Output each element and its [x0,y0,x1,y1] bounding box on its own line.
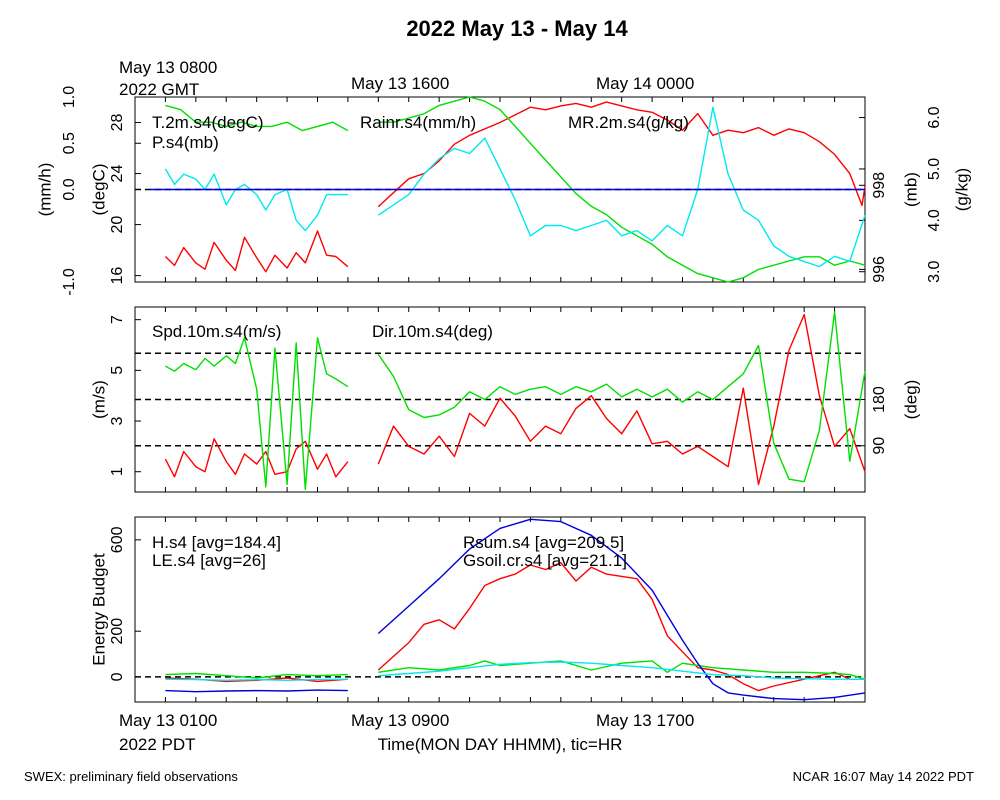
legend-green: P.s4(mb) [152,133,219,152]
legend-cyan: Gsoil.cr.s4 [avg=21.1] [463,551,627,570]
bottom-time-label-3: May 13 0900 [351,711,449,730]
y-tick-label: 3 [109,416,126,425]
series-line-green-2 [378,660,866,680]
y-tick-label: 5 [109,366,126,375]
series-line-green-1 [165,672,348,679]
y-tick-label: 1.0 [61,86,78,108]
legend-red: H.s4 [avg=184.4] [152,533,281,552]
y-tick-label: 3.0 [926,261,943,283]
series-line-green-1 [165,337,349,491]
y-axis-label: (mb) [901,172,920,207]
top-time-label-1: May 13 0800 [119,58,217,77]
chart-title: 2022 May 13 - May 14 [406,16,628,41]
legend-blue: Rainr.s4(mm/h) [360,113,476,132]
top-time-label-2: 2022 GMT [119,80,199,99]
footer-right: NCAR 16:07 May 14 2022 PDT [793,769,974,784]
y-tick-label: 200 [109,618,126,645]
footer-left: SWEX: preliminary field observations [24,769,238,784]
y-tick-label: 20 [109,216,126,234]
y-tick-label: 0.0 [61,178,78,200]
legend-red: T.2m.s4(degC) [152,113,263,132]
y-axis-label: (g/kg) [952,168,971,211]
legend-green: LE.s4 [avg=26] [152,551,266,570]
y-axis-label: (degC) [89,164,108,216]
y-axis-label: Energy Budget [89,553,108,666]
y-tick-label: 1 [109,467,126,476]
series-line-cyan-2 [377,106,866,268]
series-line-red-1 [164,230,349,273]
legend-blue: Rsum.s4 [avg=209.5] [463,533,624,552]
series-line-blue-2 [377,518,866,701]
legend-green: Dir.10m.s4(deg) [372,322,493,341]
legend-red: Spd.10m.s4(m/s) [152,322,281,341]
panel-2 [134,306,866,493]
y-tick-label: 6.0 [926,106,943,128]
x-axis-label: Time(MON DAY HHMM), tic=HR [378,735,623,754]
y-axis-label: (mm/h) [35,163,54,217]
y-tick-label: 28 [109,114,126,132]
series-line-red-2 [377,313,866,486]
series-line-green-2 [377,311,866,483]
y-tick-label: 0 [109,672,126,681]
series-line-red-1 [164,438,349,478]
series-line-cyan-2 [378,661,865,680]
y-axis-label: (deg) [901,380,920,420]
top-time-label-4: May 14 0000 [596,74,694,93]
y-tick-label: 180 [871,386,888,413]
y-tick-label: 600 [109,526,126,553]
legend-cyan: MR.2m.s4(g/kg) [568,113,689,132]
series-line-red-2 [377,101,866,208]
y-tick-label: 90 [871,437,888,455]
bottom-time-label-2: 2022 PDT [119,735,196,754]
bottom-time-label-4: May 13 1700 [596,711,694,730]
panel-3 [134,516,866,703]
y-tick-label: 5.0 [926,158,943,180]
top-time-label-3: May 13 1600 [351,74,449,93]
y-axis-label: (m/s) [89,380,108,419]
y-tick-label: 16 [109,267,126,285]
series-line-blue-1 [165,689,348,693]
y-tick-label: 4.0 [926,209,943,231]
series-line-green-1 [165,104,349,132]
y-tick-label: 7 [109,315,126,324]
y-tick-label: 24 [109,165,126,183]
series-line-red-2 [377,562,865,692]
series-line-green-2 [378,96,866,283]
y-tick-label: 0.5 [61,132,78,154]
y-tick-label: 996 [871,256,888,283]
series-line-cyan-1 [165,678,348,681]
panel-1 [134,96,866,283]
bottom-time-label-1: May 13 0100 [119,711,217,730]
y-tick-label: 998 [871,172,888,199]
y-tick-label: -1.0 [61,268,78,296]
series-line-cyan-1 [164,168,348,232]
